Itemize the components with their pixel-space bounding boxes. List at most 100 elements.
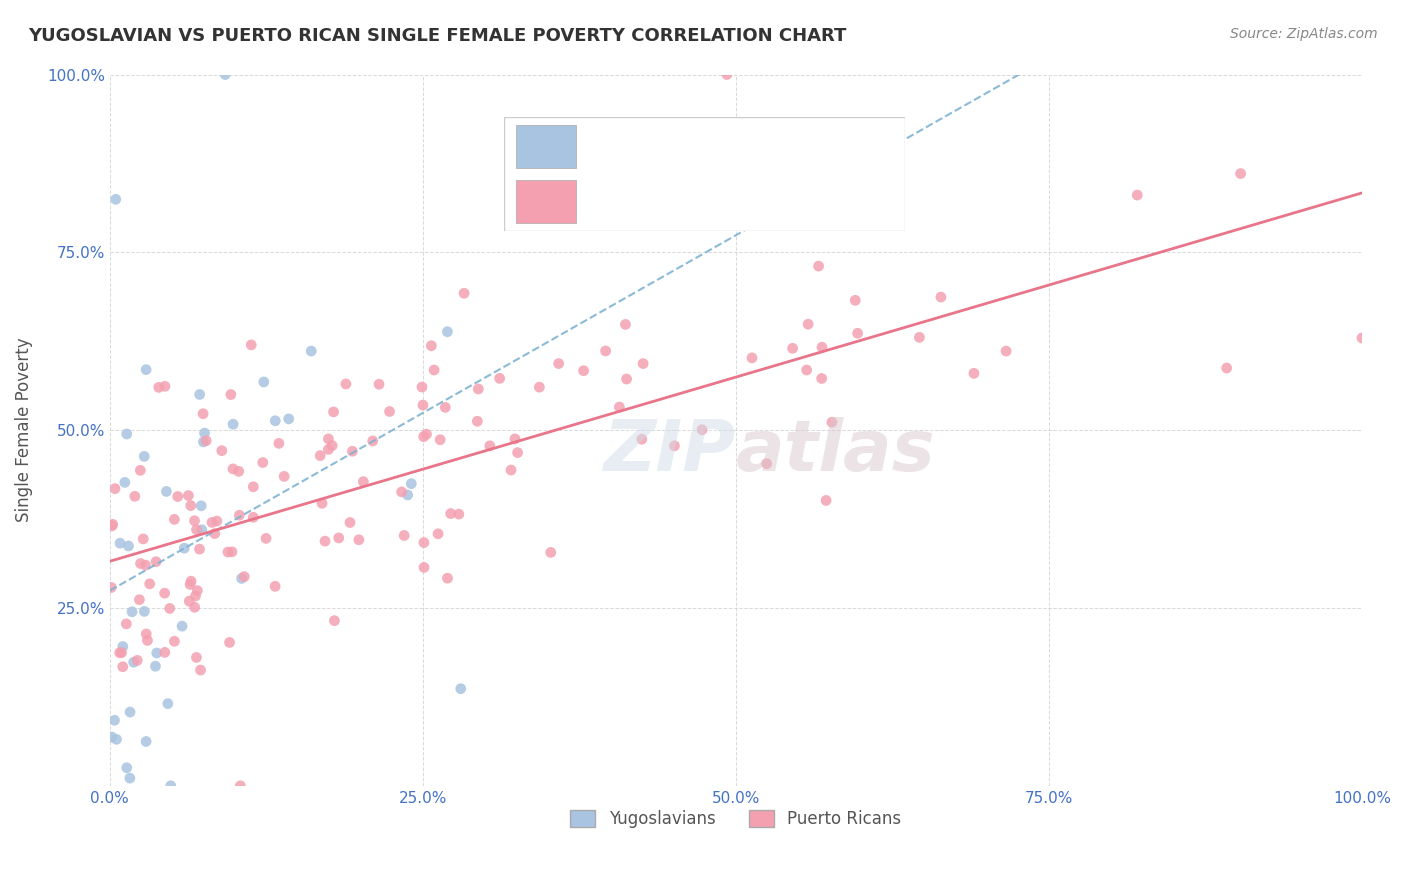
Point [782, 341, 804, 355]
Point [450, 681, 472, 696]
Point [222, 462, 245, 476]
Y-axis label: Single Female Poverty: Single Female Poverty [15, 338, 32, 523]
Point [412, 398, 434, 412]
Point [1351, 331, 1374, 345]
Point [190, 663, 212, 677]
Point [100, 581, 122, 595]
Point [172, 619, 194, 633]
Point [115, 761, 138, 775]
Point [415, 427, 437, 442]
Point [138, 577, 160, 591]
Point [108, 536, 131, 550]
Point [807, 259, 830, 273]
Point [229, 779, 252, 793]
Point [467, 414, 489, 428]
Point [995, 344, 1018, 359]
Point [392, 528, 415, 542]
Point [499, 463, 522, 477]
Point [134, 558, 156, 573]
Point [609, 400, 631, 414]
Point [155, 484, 177, 499]
Point [741, 351, 763, 365]
Point [401, 476, 423, 491]
Point [322, 405, 344, 419]
Point [264, 579, 287, 593]
Point [121, 605, 143, 619]
Point [134, 450, 156, 464]
Point [177, 489, 200, 503]
Point [420, 339, 443, 353]
Point [811, 340, 834, 354]
Point [145, 659, 167, 673]
Point [821, 415, 844, 429]
Point [323, 614, 346, 628]
Point [412, 535, 434, 549]
Point [595, 343, 617, 358]
Point [153, 645, 176, 659]
Point [156, 697, 179, 711]
Point [467, 382, 489, 396]
Point [796, 363, 818, 377]
Point [277, 412, 299, 426]
Point [378, 404, 401, 418]
Point [148, 380, 170, 394]
Point [115, 616, 138, 631]
Point [214, 68, 236, 82]
Point [908, 330, 931, 344]
Point [242, 480, 264, 494]
Point [616, 372, 638, 386]
Point [101, 519, 124, 533]
Point [163, 512, 186, 526]
Point [1215, 361, 1237, 376]
Point [195, 434, 218, 448]
Point [159, 601, 181, 615]
Point [614, 318, 637, 332]
Point [186, 650, 208, 665]
Point [128, 592, 150, 607]
Point [273, 469, 295, 483]
Point [264, 414, 287, 428]
Point [1229, 167, 1251, 181]
Point [114, 475, 136, 490]
Point [201, 516, 224, 530]
Point [755, 457, 778, 471]
Point [347, 533, 370, 547]
Point [318, 432, 340, 446]
Point [118, 705, 141, 719]
Point [253, 375, 276, 389]
Point [412, 430, 434, 444]
Point [228, 464, 250, 478]
Point [127, 653, 149, 667]
Point [436, 325, 458, 339]
Point [135, 627, 157, 641]
Point [183, 600, 205, 615]
Point [188, 542, 211, 557]
Point [105, 732, 128, 747]
Text: Source: ZipAtlas.com: Source: ZipAtlas.com [1230, 27, 1378, 41]
Point [110, 646, 132, 660]
Point [963, 367, 986, 381]
Point [129, 463, 152, 477]
Point [221, 545, 243, 559]
Point [205, 514, 228, 528]
Point [104, 192, 127, 206]
Point [311, 496, 333, 510]
Point [222, 417, 245, 432]
Point [352, 475, 374, 489]
Point [191, 523, 214, 537]
Point [339, 516, 361, 530]
Text: atlas: atlas [735, 417, 935, 486]
Point [299, 344, 322, 359]
Point [115, 427, 138, 442]
Point [815, 493, 838, 508]
Point [631, 357, 654, 371]
Point [478, 439, 501, 453]
Text: YUGOSLAVIAN VS PUERTO RICAN SINGLE FEMALE POVERTY CORRELATION CHART: YUGOSLAVIAN VS PUERTO RICAN SINGLE FEMAL… [28, 27, 846, 45]
Point [436, 571, 458, 585]
Point [135, 362, 157, 376]
Point [309, 449, 332, 463]
Point [391, 484, 413, 499]
Point [190, 499, 212, 513]
Point [368, 377, 391, 392]
Point [506, 445, 529, 459]
